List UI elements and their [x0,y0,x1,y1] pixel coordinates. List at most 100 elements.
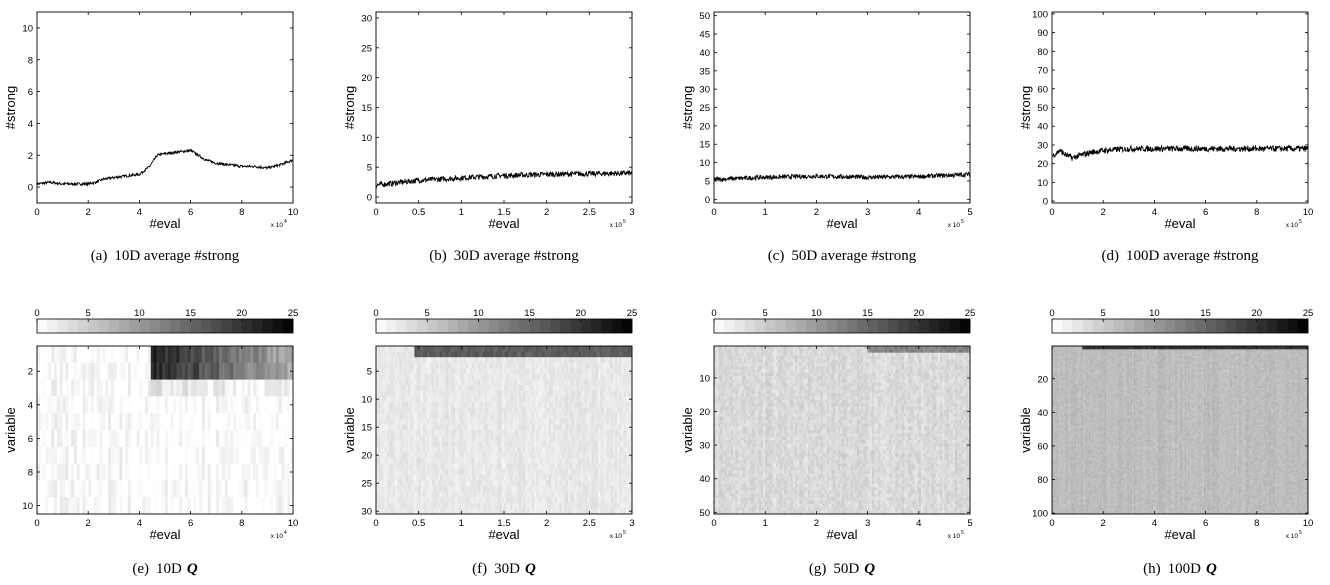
heatmap-cell [213,363,216,380]
heatmap-cell [174,380,177,397]
heatmap-cell [228,480,231,497]
heatmap-cell [242,363,245,380]
heatmap-cell [282,430,285,447]
colorbar-step [273,319,284,333]
heatmap-cell [219,480,222,497]
heatmap-cell [40,363,43,380]
heatmap-cell [46,396,49,413]
heatmap-cell [168,430,171,447]
heatmap-cell [80,497,83,514]
heatmap-cell [270,480,273,497]
heatmap-cell [202,380,205,397]
colorbar-step [437,319,448,333]
heatmap-cell [270,447,273,464]
heatmap-cell [196,380,199,397]
colorbar-step [88,319,99,333]
y-tick-label: 10 [22,23,33,34]
heatmap-cell [216,363,219,380]
heatmap-cell [193,497,196,514]
heatmap-cell [174,464,177,481]
heatmap-cell [276,497,279,514]
chart-panel-g: 10203040500 5 10 15 20 250 1 2 3 4 5x 10 5#evalvari… [680,308,975,577]
heatmap-cell [213,497,216,514]
heatmap-cell [276,464,279,481]
heatmap-cell [176,447,179,464]
heatmap-cell [40,497,43,514]
heatmap-cell [108,363,111,380]
heatmap-cell [43,346,46,363]
heatmap-cell [273,480,276,497]
caption-label: (a) [91,248,108,264]
caption-label: (c) [768,248,785,264]
heatmap-cell [119,480,122,497]
heatmap-cell [51,480,54,497]
colorbar-step [180,319,191,333]
heatmap-cell [262,480,265,497]
colorbar-step [458,319,469,333]
y-tick-label: 6 [28,434,33,445]
heatmap-cell [282,497,285,514]
x-tick-label: 4 [137,207,142,218]
heatmap-cell [137,430,140,447]
heatmap-cell [100,430,103,447]
heatmap-cell [211,396,214,413]
heatmap-cell [242,497,245,514]
heatmap-cell [273,447,276,464]
heatmap-cell [239,380,242,397]
heatmap-cell [284,380,287,397]
colorbar-step [37,319,48,333]
heatmap-cell [68,346,71,363]
colorbar-step [262,319,273,333]
heatmap-cell [228,363,231,380]
heatmap-cell [105,464,108,481]
heatmap-cell [145,480,148,497]
heatmap-cell [80,363,83,380]
heatmap-cell [102,497,105,514]
heatmap-cell [54,363,57,380]
heatmap-cell [287,380,290,397]
caption-text: 10D [156,561,182,577]
heatmap-cell [48,363,51,380]
colorbar-step [427,319,438,333]
heatmap-cell [250,380,253,397]
heatmap-cell [125,497,128,514]
heatmap-cell [270,413,273,430]
heatmap-cell [176,413,179,430]
heatmap-cell [60,413,63,430]
heatmap-cell [71,413,74,430]
heatmap-cell [211,447,214,464]
heatmap-cell [205,380,208,397]
heatmap-cell [176,380,179,397]
y-axis-label: #strong [1018,86,1033,129]
heatmap-cell [253,497,256,514]
heatmap-cell [65,464,68,481]
heatmap-cell [262,430,265,447]
heatmap-cell [250,464,253,481]
y-tick-label: 10 [22,501,33,512]
heatmap-cell [253,380,256,397]
heatmap-cell [122,380,125,397]
heatmap-cell [205,464,208,481]
heatmap-cell [225,346,228,363]
colorbar-step [478,319,489,333]
heatmap-cell [270,430,273,447]
heatmap-cell [222,346,225,363]
y-tick-label: 30 [361,13,372,24]
heatmap-cell [208,447,211,464]
heatmap-cell [65,480,68,497]
heatmap-cell [205,497,208,514]
colorbar-step [98,319,109,333]
heatmap-cell [111,480,114,497]
heatmap-cell [151,380,154,397]
heatmap-cell [77,430,80,447]
heatmap-cell [279,464,282,481]
heatmap-cell [117,413,120,430]
y-tick-label: 30 [1037,140,1048,151]
heatmap-cell [142,380,145,397]
heatmap-cell [265,464,268,481]
heatmap-cell [119,464,122,481]
heatmap-cell [48,413,51,430]
y-tick-label: 5 [367,367,372,378]
heatmap-cell [256,430,259,447]
